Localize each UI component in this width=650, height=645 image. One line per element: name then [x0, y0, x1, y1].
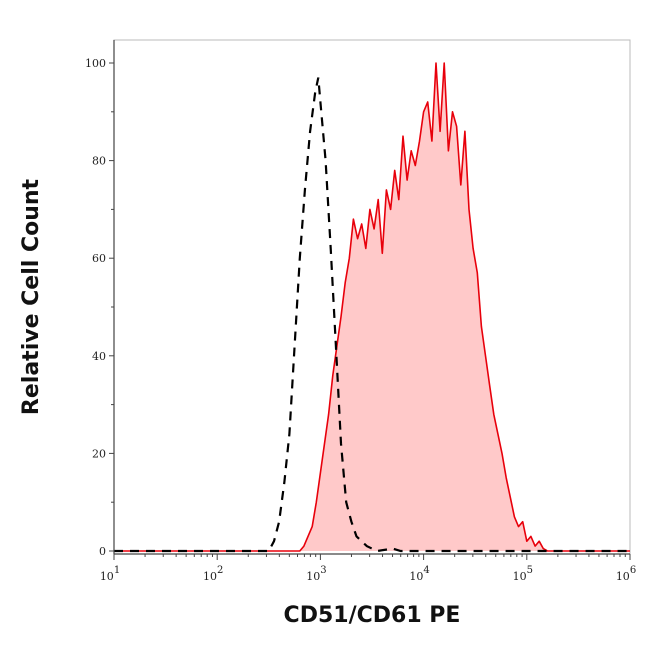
- x-tick-label: 106: [616, 565, 636, 583]
- y-tick-label: 60: [92, 252, 106, 265]
- x-tick-label: 101: [100, 565, 120, 583]
- x-tick-label: 103: [306, 565, 326, 583]
- series-layer: [114, 62, 630, 553]
- x-tick-label: 102: [203, 565, 223, 583]
- y-tick-label: 20: [92, 447, 106, 460]
- y-axis-label: Relative Cell Count: [19, 178, 44, 415]
- series-line: [114, 62, 630, 552]
- x-axis-label: CD51/CD61 PE: [284, 603, 461, 628]
- series-fill: [114, 63, 630, 551]
- control-series-line: [114, 77, 630, 553]
- y-tick-label: 100: [85, 57, 106, 70]
- x-tick-label: 104: [409, 565, 429, 583]
- axes-layer: 101 102 103 104 105 106 0 20 40 60 80 100: [85, 40, 636, 583]
- y-tick-label: 0: [99, 545, 106, 558]
- x-tick-label: 105: [513, 565, 533, 583]
- y-tick-label: 80: [92, 155, 106, 168]
- y-tick-label: 40: [92, 350, 106, 363]
